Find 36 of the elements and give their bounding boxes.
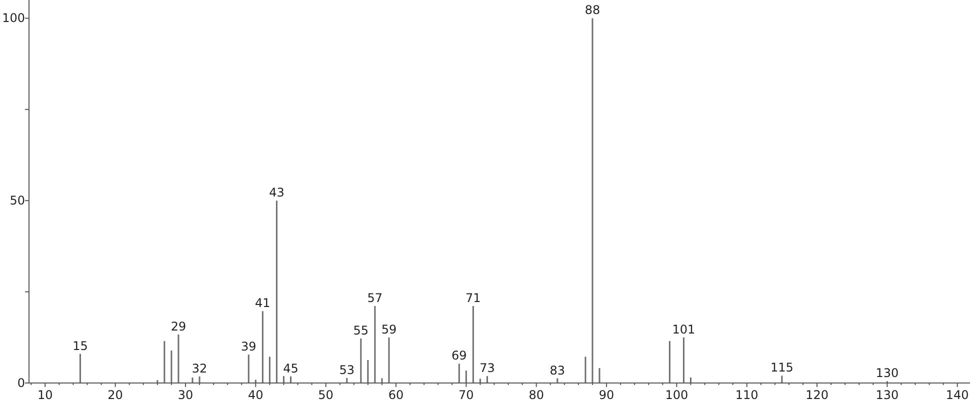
- annotation: 41: [255, 296, 270, 310]
- x-tick-label: 10: [38, 388, 53, 402]
- annotation: 39: [240, 340, 256, 354]
- annotation: 130: [876, 366, 899, 380]
- x-tick-label: 140: [946, 388, 969, 402]
- x-tick-label: 60: [388, 388, 404, 402]
- y-tick-label: 0: [17, 376, 25, 390]
- x-tick-label: 90: [598, 388, 614, 402]
- x-tick-label: 20: [108, 388, 123, 402]
- annotation: 43: [269, 186, 284, 200]
- annotation: 115: [770, 360, 794, 375]
- annotation: 45: [283, 361, 298, 376]
- x-tick-label: 120: [806, 388, 828, 402]
- x-tick-label: 110: [735, 388, 758, 402]
- annotation: 29: [170, 319, 186, 334]
- x-tick-label: 40: [248, 388, 264, 402]
- x-tick-label: 70: [458, 388, 474, 402]
- annotation: 32: [192, 361, 208, 376]
- annotation: 55: [353, 324, 369, 338]
- annotation: 53: [339, 362, 355, 377]
- x-tick-label: 80: [528, 388, 544, 402]
- x-tick-label: 50: [318, 388, 334, 402]
- annotation: 57: [367, 291, 383, 306]
- annotation: 15: [72, 338, 88, 353]
- x-tick-label: 130: [876, 388, 899, 402]
- y-tick-label: 100: [2, 11, 25, 26]
- x-tick-label: 100: [665, 388, 688, 402]
- annotation: 59: [381, 322, 397, 336]
- y-tick-label: 50: [10, 194, 25, 208]
- annotation: 71: [466, 291, 481, 306]
- annotation: 101: [672, 322, 696, 336]
- annotation: 69: [452, 348, 467, 363]
- annotation: 83: [550, 363, 566, 378]
- annotation: 73: [480, 361, 495, 376]
- x-tick-label: 30: [178, 388, 194, 402]
- annotation: 88: [584, 3, 600, 18]
